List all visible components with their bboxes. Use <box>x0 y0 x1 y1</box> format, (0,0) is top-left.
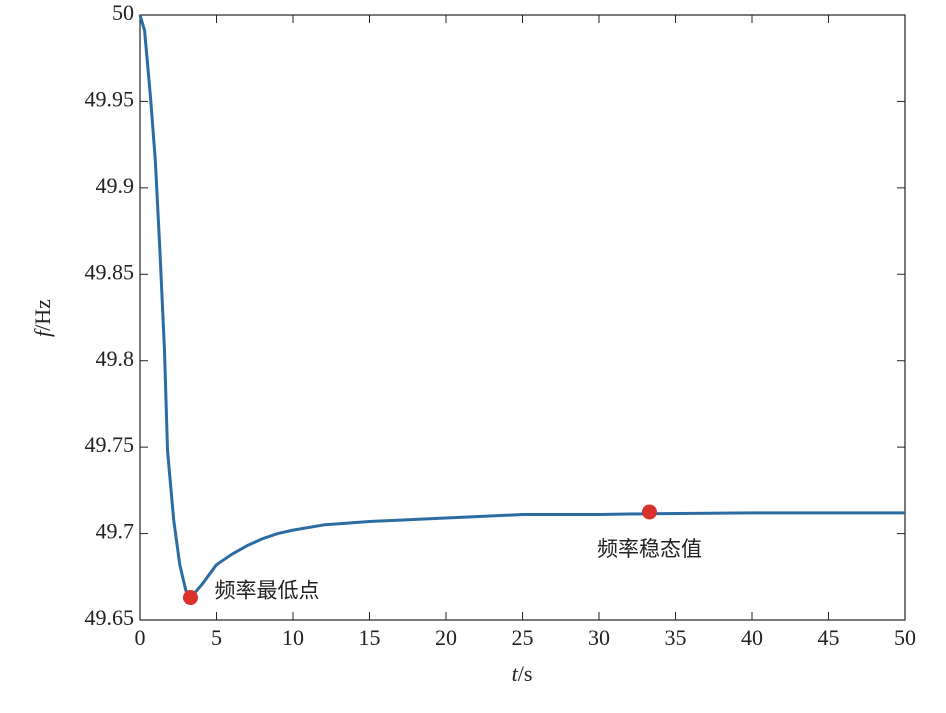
y-tick-label: 49.95 <box>85 86 135 111</box>
x-tick-label: 10 <box>282 625 304 650</box>
x-tick-label: 30 <box>588 625 610 650</box>
marker <box>641 504 657 520</box>
y-tick-label: 49.8 <box>96 346 135 371</box>
y-tick-label: 50 <box>112 0 134 25</box>
x-tick-label: 35 <box>665 625 687 650</box>
annotation: 频率最低点 <box>214 579 319 603</box>
line <box>138 14 905 600</box>
x-tick-label: 40 <box>741 625 763 650</box>
x-tick-label: 0 <box>135 625 146 650</box>
y-axis-label: f/Hz <box>30 299 55 337</box>
plot-frame <box>139 14 906 621</box>
x-tick-label: 25 <box>512 625 534 650</box>
x-tick-label: 15 <box>359 625 381 650</box>
y-tick-label: 49.7 <box>96 519 135 544</box>
x-tick-label: 20 <box>435 625 457 650</box>
annotation: 频率稳态值 <box>597 537 702 561</box>
y-tick-label: 49.85 <box>85 259 135 284</box>
y-tick-label: 49.9 <box>96 173 135 198</box>
x-tick-label: 5 <box>211 625 222 650</box>
y-tick-label: 49.65 <box>85 605 135 630</box>
x-axis-label: t/s <box>512 661 533 686</box>
marker <box>182 590 198 606</box>
y-tick-label: 49.75 <box>85 432 135 457</box>
x-tick-label: 50 <box>894 625 916 650</box>
x-tick-label: 45 <box>818 625 840 650</box>
